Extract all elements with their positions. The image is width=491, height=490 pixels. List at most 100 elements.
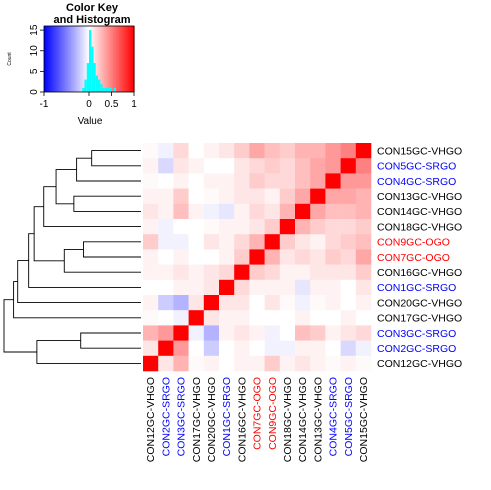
- color-key-histogram-bar: [104, 87, 107, 92]
- heatmap-cell: [173, 143, 189, 159]
- heatmap-cell: [219, 340, 235, 357]
- color-key-gradient-band: [77, 26, 80, 92]
- heatmap-cell: [355, 203, 372, 220]
- heatmap-cell: [295, 325, 311, 341]
- heatmap-cell: [279, 158, 296, 174]
- heatmap-cell: [340, 234, 357, 250]
- column-label: CON5GC-SRGO: [343, 377, 355, 456]
- color-key-gradient-band: [83, 26, 86, 92]
- heatmap-cell: [355, 143, 372, 159]
- color-key-gradient-band: [102, 26, 105, 92]
- heatmap-cell: [325, 219, 341, 235]
- heatmap-cell: [355, 234, 372, 250]
- heatmap-cell: [219, 279, 235, 296]
- heatmap-cell: [188, 249, 205, 265]
- color-key-gradient-band: [71, 26, 74, 92]
- heatmap-cell: [325, 310, 341, 326]
- heatmap-cell: [234, 325, 250, 341]
- color-key-histogram-bar: [113, 87, 116, 92]
- row-label: CON15GC-VHGO: [377, 145, 462, 157]
- heatmap-cell: [173, 340, 189, 357]
- color-key-gradient-band: [45, 26, 48, 92]
- heatmap-cell: [143, 158, 159, 174]
- heatmap-cell: [295, 203, 311, 220]
- heatmap-cell: [325, 158, 341, 174]
- heatmap-cell: [279, 203, 296, 220]
- heatmap-cell: [158, 158, 174, 174]
- heatmap-cell: [279, 295, 296, 311]
- color-key-histogram-bar: [109, 87, 112, 92]
- heatmap-cell: [158, 264, 174, 281]
- heatmap-cell: [279, 173, 296, 189]
- row-label: CON14GC-VHGO: [377, 206, 462, 218]
- heatmap-cell: [279, 355, 296, 372]
- column-label: CON7GC-OGO: [252, 377, 264, 450]
- heatmap-cell: [143, 219, 159, 235]
- heatmap-cell: [325, 325, 341, 341]
- heatmap-cell: [279, 325, 296, 341]
- heatmap-cell: [143, 249, 159, 265]
- heatmap-cell: [325, 234, 341, 250]
- heatmap-cell: [203, 279, 220, 296]
- color-key-y-tick-label: 5: [29, 68, 40, 74]
- color-key-gradient-band: [120, 26, 123, 92]
- color-key-y-tick-label: 15: [29, 24, 40, 36]
- heatmap-cell: [234, 355, 250, 372]
- heatmap-cell: [158, 355, 174, 372]
- heatmap-cell: [203, 173, 220, 189]
- heatmap-cell: [340, 203, 357, 220]
- heatmap-cell: [310, 310, 326, 326]
- color-key-gradient-band: [99, 26, 102, 92]
- dendrogram-branch: [43, 186, 141, 228]
- heatmap-cell: [158, 295, 174, 311]
- heatmap-cell: [203, 264, 220, 281]
- heatmap-cell: [234, 279, 250, 296]
- color-key-histogram-bar: [107, 87, 110, 92]
- heatmap-cell: [234, 295, 250, 311]
- heatmap-cell: [264, 158, 281, 174]
- color-key-gradient-band: [62, 26, 65, 92]
- color-key-gradient-band: [101, 26, 104, 92]
- color-key-gradient-band: [78, 26, 81, 92]
- heatmap-cell: [158, 234, 174, 250]
- heatmap-cell: [158, 143, 174, 159]
- color-key-y-tick-label: 0: [29, 89, 40, 95]
- heatmap-cell: [355, 340, 372, 357]
- heatmap-cell: [310, 188, 326, 205]
- heatmap-cell: [325, 203, 341, 220]
- color-key-gradient-band: [108, 26, 111, 92]
- color-key-gradient-band: [125, 26, 128, 92]
- heatmap-cell: [219, 188, 235, 205]
- heatmap-cell: [143, 143, 159, 159]
- heatmap-cell: [340, 249, 357, 265]
- heatmap-cell: [188, 264, 205, 281]
- heatmap-cell: [355, 310, 372, 326]
- color-key-gradient-band: [63, 26, 66, 92]
- color-key-histogram-bar: [98, 79, 101, 92]
- heatmap-cell: [264, 279, 281, 296]
- heatmap-cell: [264, 249, 281, 265]
- heatmap-cell: [295, 143, 311, 159]
- heatmap-cell: [264, 234, 281, 250]
- heatmap-cell: [249, 325, 265, 341]
- heatmap-cell: [143, 310, 159, 326]
- heatmap-cell: [295, 355, 311, 372]
- color-key-gradient-band: [132, 26, 135, 92]
- color-key-gradient-band: [110, 26, 113, 92]
- row-label: CON5GC-SRGO: [377, 161, 456, 173]
- dendrogram-branch: [17, 260, 141, 304]
- heatmap-cell: [264, 325, 281, 341]
- heatmap-cell: [143, 295, 159, 311]
- heatmap-cell: [355, 279, 372, 296]
- heatmap-cell: [325, 295, 341, 311]
- color-key-histogram-bar: [102, 87, 105, 92]
- heatmap-cell: [188, 279, 205, 296]
- heatmap-cell: [264, 188, 281, 205]
- heatmap-cell: [173, 325, 189, 341]
- heatmap-cell: [340, 173, 357, 189]
- heatmap-cell: [219, 143, 235, 159]
- heatmap-cell: [295, 310, 311, 326]
- heatmap-cell: [188, 143, 205, 159]
- heatmap-cell: [249, 295, 265, 311]
- color-key-gradient-band: [126, 26, 129, 92]
